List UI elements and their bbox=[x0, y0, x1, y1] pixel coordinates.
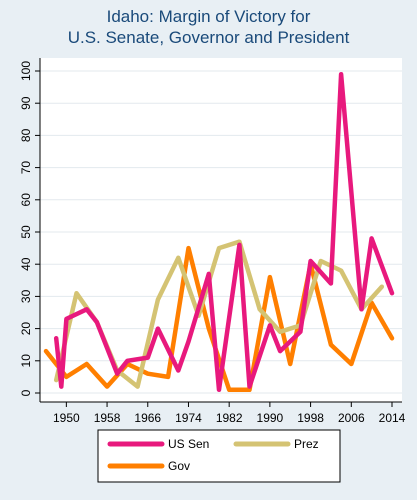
y-tick-label-40: 40 bbox=[19, 257, 33, 271]
x-tick-label-1966: 1966 bbox=[134, 411, 161, 425]
legend-label-us-sen: US Sen bbox=[168, 437, 209, 451]
legend-box bbox=[97, 429, 341, 483]
x-tick-label-1998: 1998 bbox=[297, 411, 324, 425]
x-tick-label-1950: 1950 bbox=[53, 411, 80, 425]
series-line-us-sen bbox=[53, 71, 395, 393]
legend: US Sen Prez Gov bbox=[97, 429, 341, 483]
x-tick-label-2014: 2014 bbox=[379, 411, 406, 425]
y-tick-label-70: 70 bbox=[19, 161, 33, 175]
legend-label-prez: Prez bbox=[294, 437, 319, 451]
y-tick-label-30: 30 bbox=[19, 289, 33, 303]
y-tick-label-10: 10 bbox=[19, 354, 33, 368]
plot-background bbox=[40, 58, 402, 402]
y-tick-label-90: 90 bbox=[19, 96, 33, 110]
x-tick-label-1958: 1958 bbox=[94, 411, 121, 425]
y-tick-label-50: 50 bbox=[19, 225, 33, 239]
x-tick-label-1982: 1982 bbox=[216, 411, 243, 425]
chart-title: Idaho: Margin of Victory for bbox=[106, 7, 311, 26]
axis-layer: 0 10 20 30 40 50 60 70 80 90 100 1950 1958 1966 1974 19… bbox=[19, 58, 406, 425]
x-tick-label-1990: 1990 bbox=[257, 411, 284, 425]
x-tick-label-1974: 1974 bbox=[175, 411, 202, 425]
y-tick-label-20: 20 bbox=[19, 322, 33, 336]
series-line-gov bbox=[43, 245, 395, 393]
chart-title-block: Idaho: Margin of Victory for U.S. Senate… bbox=[0, 6, 417, 48]
legend-label-gov: Gov bbox=[168, 459, 190, 473]
y-tick-label-100: 100 bbox=[19, 61, 33, 81]
chart-subtitle: U.S. Senate, Governor and President bbox=[67, 28, 350, 47]
y-tick-label-80: 80 bbox=[19, 128, 33, 142]
y-tick-label-60: 60 bbox=[19, 193, 33, 207]
y-tick-label-0: 0 bbox=[19, 389, 33, 396]
series-layer bbox=[43, 71, 395, 393]
x-tick-label-2006: 2006 bbox=[338, 411, 365, 425]
